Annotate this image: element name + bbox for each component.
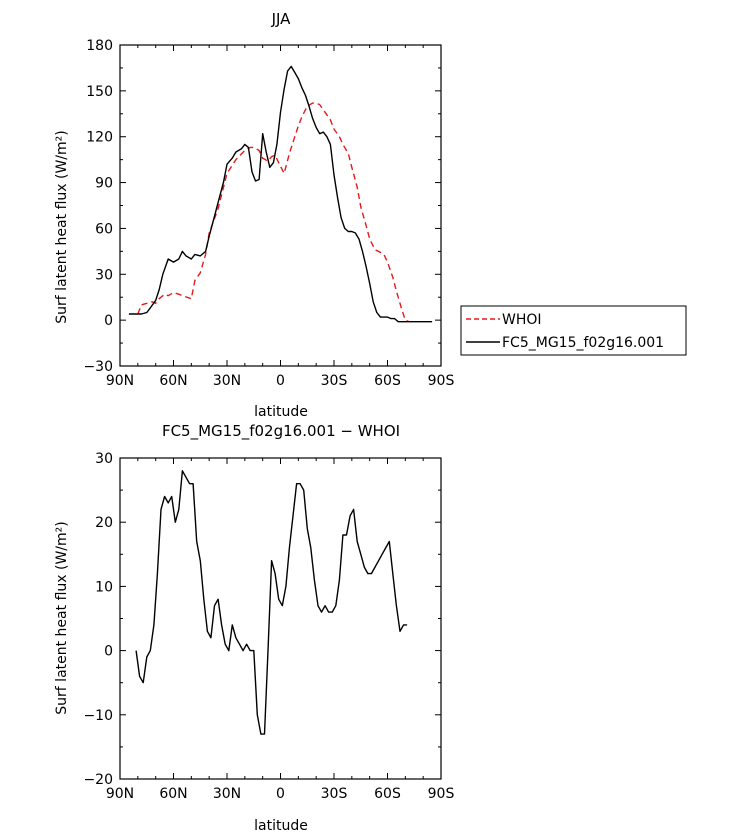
legend-box bbox=[460, 305, 687, 356]
top-x-tick-label: 30N bbox=[213, 373, 241, 389]
top-x-tick-label: 60N bbox=[159, 373, 187, 389]
top-y-tick-label: 120 bbox=[86, 130, 113, 146]
top-x-tick-label: 30S bbox=[321, 373, 348, 389]
top-y-tick-label: 90 bbox=[95, 176, 113, 192]
top-y-tick-label: 150 bbox=[86, 84, 113, 100]
top-y-tick-label: 30 bbox=[95, 267, 113, 283]
bottom-y-tick-label: 10 bbox=[95, 579, 113, 595]
bottom-x-tick-label: 90N bbox=[106, 786, 134, 802]
top-x-tick-label: 90S bbox=[428, 373, 455, 389]
bottom-x-tick-label: 30S bbox=[321, 786, 348, 802]
bottom-y-tick-label: −20 bbox=[83, 772, 113, 788]
bottom-x-tick-label: 60N bbox=[159, 786, 187, 802]
bottom-y-tick-label: −10 bbox=[83, 708, 113, 724]
top-series-line-whoi bbox=[137, 102, 410, 323]
top-y-tick-label: 60 bbox=[95, 221, 113, 237]
top-chart-title: JJA bbox=[271, 10, 292, 28]
legend-label-whoi: WHOI bbox=[502, 312, 542, 328]
top-x-tick-label: 90N bbox=[106, 373, 134, 389]
top-x-axis-label: latitude bbox=[254, 404, 308, 420]
bottom-panel: FC5_MG15_f02g16.001 − WHOI latitude Surf… bbox=[54, 422, 454, 834]
bottom-x-tick-label: 60S bbox=[374, 786, 401, 802]
top-y-axis-label-text: Surf latent heat flux (W/m²) bbox=[54, 130, 70, 323]
top-y-tick-label: 180 bbox=[86, 38, 113, 54]
top-x-tick-label: 0 bbox=[276, 373, 285, 389]
bottom-x-tick-label: 90S bbox=[428, 786, 455, 802]
legend: WHOI FC5_MG15_f02g16.001 bbox=[460, 305, 687, 356]
top-x-tick-label: 60S bbox=[374, 373, 401, 389]
bottom-x-tick-label: 30N bbox=[213, 786, 241, 802]
bottom-series-line-difference bbox=[135, 470, 408, 735]
top-y-tick-label: 0 bbox=[104, 313, 113, 329]
bottom-y-axis-label-text: Surf latent heat flux (W/m²) bbox=[54, 521, 70, 714]
top-y-tick-label: −30 bbox=[83, 359, 113, 375]
top-y-axis-label: Surf latent heat flux (W/m²) bbox=[54, 130, 70, 323]
bottom-plot-frame bbox=[119, 457, 442, 780]
top-panel: JJA latitude Surf latent heat flux (W/m²… bbox=[54, 10, 454, 420]
bottom-y-tick-label: 30 bbox=[95, 451, 113, 467]
bottom-chart-title: FC5_MG15_f02g16.001 − WHOI bbox=[162, 422, 400, 441]
bottom-x-tick-label: 0 bbox=[276, 786, 285, 802]
top-series-line-fc5-mg15-f02g16-001 bbox=[128, 65, 433, 323]
bottom-y-axis-label: Surf latent heat flux (W/m²) bbox=[54, 521, 70, 714]
legend-label-model: FC5_MG15_f02g16.001 bbox=[502, 335, 664, 351]
bottom-y-tick-label: 0 bbox=[104, 644, 113, 660]
bottom-y-tick-label: 20 bbox=[95, 515, 113, 531]
top-plot-frame bbox=[119, 44, 442, 367]
bottom-x-axis-label: latitude bbox=[254, 818, 308, 834]
